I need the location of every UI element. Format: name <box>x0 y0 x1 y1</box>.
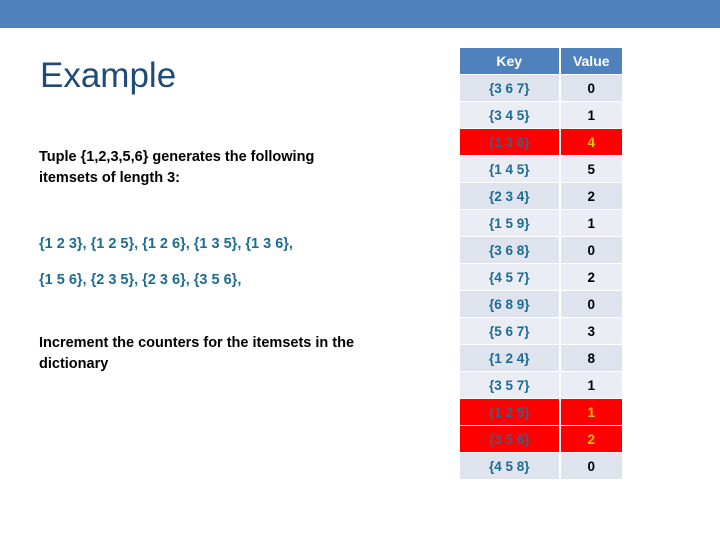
cell-key: {3 6 7} <box>460 75 559 101</box>
cell-value: 2 <box>560 183 622 209</box>
cell-value: 2 <box>560 264 622 290</box>
cell-key: {1 2 5} <box>460 399 559 425</box>
cell-value: 4 <box>560 129 622 155</box>
key-value-table: Key Value {3 6 7} 0 {3 4 5} 1 {1 3 6} 4 {1 4 5… <box>458 47 624 480</box>
page-title: Example <box>40 56 177 95</box>
cell-value: 8 <box>560 345 622 371</box>
cell-key: {4 5 8} <box>460 453 559 479</box>
cell-key: {2 3 4} <box>460 183 559 209</box>
column-header-key: Key <box>460 48 559 74</box>
cell-value: 0 <box>560 453 622 479</box>
itemsets-line-1: {1 2 3}, {1 2 5}, {1 2 6}, {1 3 5}, {1 3… <box>39 236 293 252</box>
header-accent-bar <box>0 0 720 28</box>
cell-value: 2 <box>560 426 622 452</box>
cell-key: {1 2 4} <box>460 345 559 371</box>
cell-value: 1 <box>560 210 622 236</box>
table-row: {5 6 7} 3 <box>460 318 622 344</box>
cell-value: 1 <box>560 372 622 398</box>
table-row: {1 3 6} 4 <box>460 129 622 155</box>
table-row: {3 5 6} 2 <box>460 426 622 452</box>
table-row: {3 5 7} 1 <box>460 372 622 398</box>
cell-value: 5 <box>560 156 622 182</box>
cell-key: {1 3 6} <box>460 129 559 155</box>
intro-paragraph: Tuple {1,2,3,5,6} generates the followin… <box>39 149 315 186</box>
cell-key: {1 4 5} <box>460 156 559 182</box>
table-row: {1 4 5} 5 <box>460 156 622 182</box>
table-row: {4 5 7} 2 <box>460 264 622 290</box>
cell-key: {3 5 7} <box>460 372 559 398</box>
table-row: {1 2 5} 1 <box>460 399 622 425</box>
cell-key: {6 8 9} <box>460 291 559 317</box>
table-row: {3 6 8} 0 <box>460 237 622 263</box>
cell-value: 3 <box>560 318 622 344</box>
table-header: Key Value <box>460 48 622 74</box>
cell-key: {1 5 9} <box>460 210 559 236</box>
cell-key: {3 6 8} <box>460 237 559 263</box>
instruction-paragraph: Increment the counters for the itemsets … <box>39 335 355 372</box>
table-row: {1 2 4} 8 <box>460 345 622 371</box>
cell-key: {5 6 7} <box>460 318 559 344</box>
cell-value: 1 <box>560 399 622 425</box>
cell-value: 1 <box>560 102 622 128</box>
cell-value: 0 <box>560 237 622 263</box>
cell-key: {3 5 6} <box>460 426 559 452</box>
itemsets-line-2: {1 5 6}, {2 3 5}, {2 3 6}, {3 5 6}, <box>39 272 242 288</box>
table-header-row: Key Value <box>460 48 622 74</box>
column-header-value: Value <box>560 48 622 74</box>
table-row: {1 5 9} 1 <box>460 210 622 236</box>
table-row: {3 6 7} 0 <box>460 75 622 101</box>
table-row: {3 4 5} 1 <box>460 102 622 128</box>
cell-value: 0 <box>560 291 622 317</box>
cell-key: {3 4 5} <box>460 102 559 128</box>
table-row: {6 8 9} 0 <box>460 291 622 317</box>
cell-value: 0 <box>560 75 622 101</box>
table-body: {3 6 7} 0 {3 4 5} 1 {1 3 6} 4 {1 4 5} 5 {2 3 4} 2… <box>460 75 622 479</box>
table-row: {2 3 4} 2 <box>460 183 622 209</box>
table-row: {4 5 8} 0 <box>460 453 622 479</box>
cell-key: {4 5 7} <box>460 264 559 290</box>
